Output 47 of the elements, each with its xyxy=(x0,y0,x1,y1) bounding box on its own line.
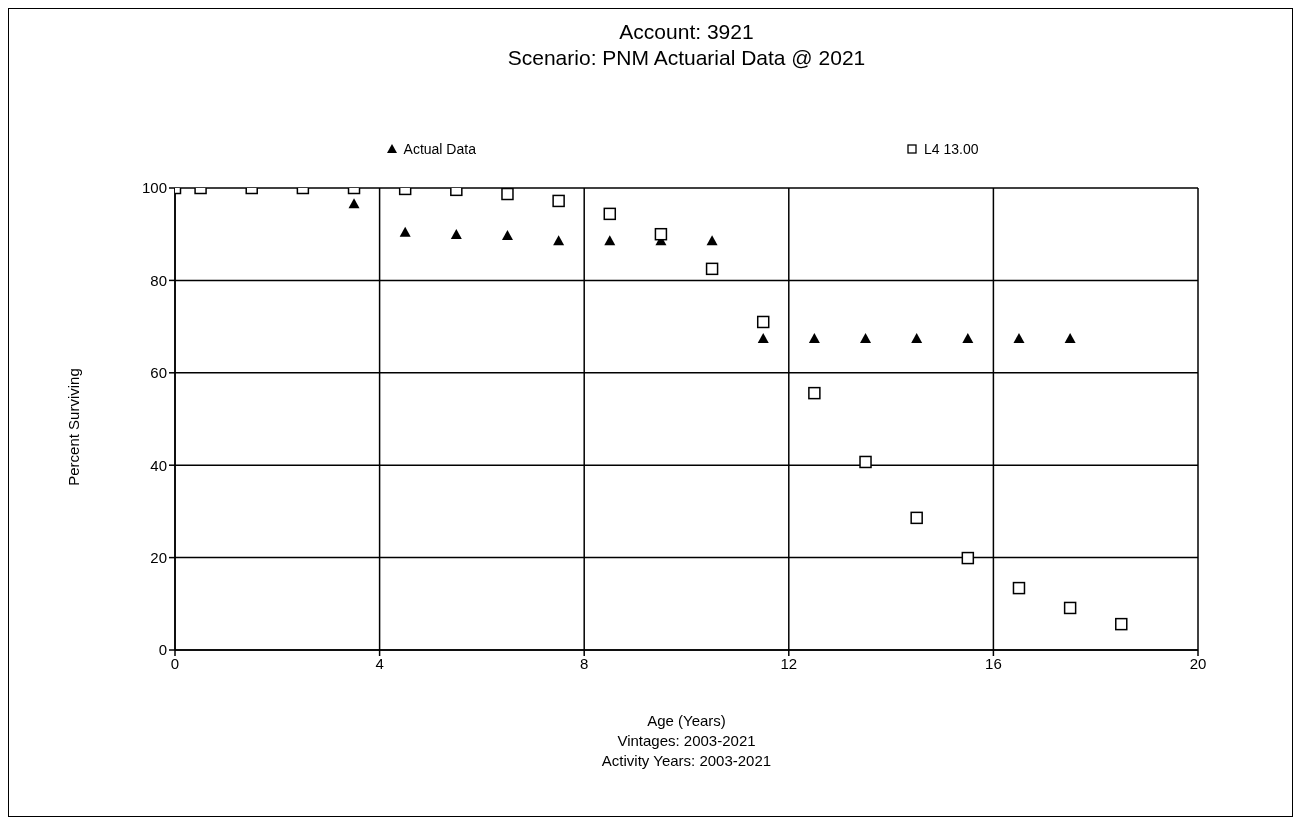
point xyxy=(552,194,565,208)
y-tick-label: 60 xyxy=(150,364,167,382)
point xyxy=(1013,333,1025,344)
y-tick-label: 40 xyxy=(150,456,167,474)
y-tick-label: 0 xyxy=(158,641,167,659)
point xyxy=(808,386,821,400)
chart-subtitle: Scenario: PNM Actuarial Data @ 2021 xyxy=(506,45,867,71)
point xyxy=(399,226,411,237)
point xyxy=(756,315,770,329)
chart-title: Account: 3921 xyxy=(618,19,755,45)
point xyxy=(1063,601,1077,615)
point xyxy=(911,333,923,344)
point xyxy=(859,455,872,469)
x-tick-label: 0 xyxy=(170,654,180,672)
point xyxy=(808,333,820,344)
x-tick-label: 4 xyxy=(375,654,384,672)
point xyxy=(450,229,462,240)
y-tick-label: 80 xyxy=(150,271,167,289)
point xyxy=(501,188,514,201)
y-tick-label: 100 xyxy=(141,179,167,197)
point xyxy=(501,230,513,241)
point xyxy=(705,262,719,276)
x-tick-label: 20 xyxy=(1189,654,1207,672)
point xyxy=(348,198,360,209)
legend-label: Actual Data xyxy=(403,141,476,157)
point xyxy=(860,333,872,344)
text: Activity Years: 2003-2021 xyxy=(600,751,773,771)
x-tick-label: 8 xyxy=(580,654,589,672)
point xyxy=(654,227,668,241)
x-axis-title: Age (Years) xyxy=(646,711,727,731)
point xyxy=(1115,617,1128,631)
point xyxy=(962,333,974,344)
legend-label: L4 13.00 xyxy=(924,141,979,157)
y-tick-label: 20 xyxy=(150,548,167,566)
x-tick-label: 16 xyxy=(985,654,1002,672)
point xyxy=(603,207,617,221)
point xyxy=(757,333,769,344)
point xyxy=(1012,581,1026,595)
point xyxy=(961,551,975,565)
point xyxy=(604,235,616,246)
text: Vintages: 2003-2021 xyxy=(616,731,757,751)
point xyxy=(706,235,718,246)
x-tick-label: 12 xyxy=(780,654,798,672)
point xyxy=(553,235,565,246)
point xyxy=(910,511,923,525)
y-axis-title: Percent Surviving xyxy=(64,368,82,486)
point xyxy=(1064,333,1076,344)
